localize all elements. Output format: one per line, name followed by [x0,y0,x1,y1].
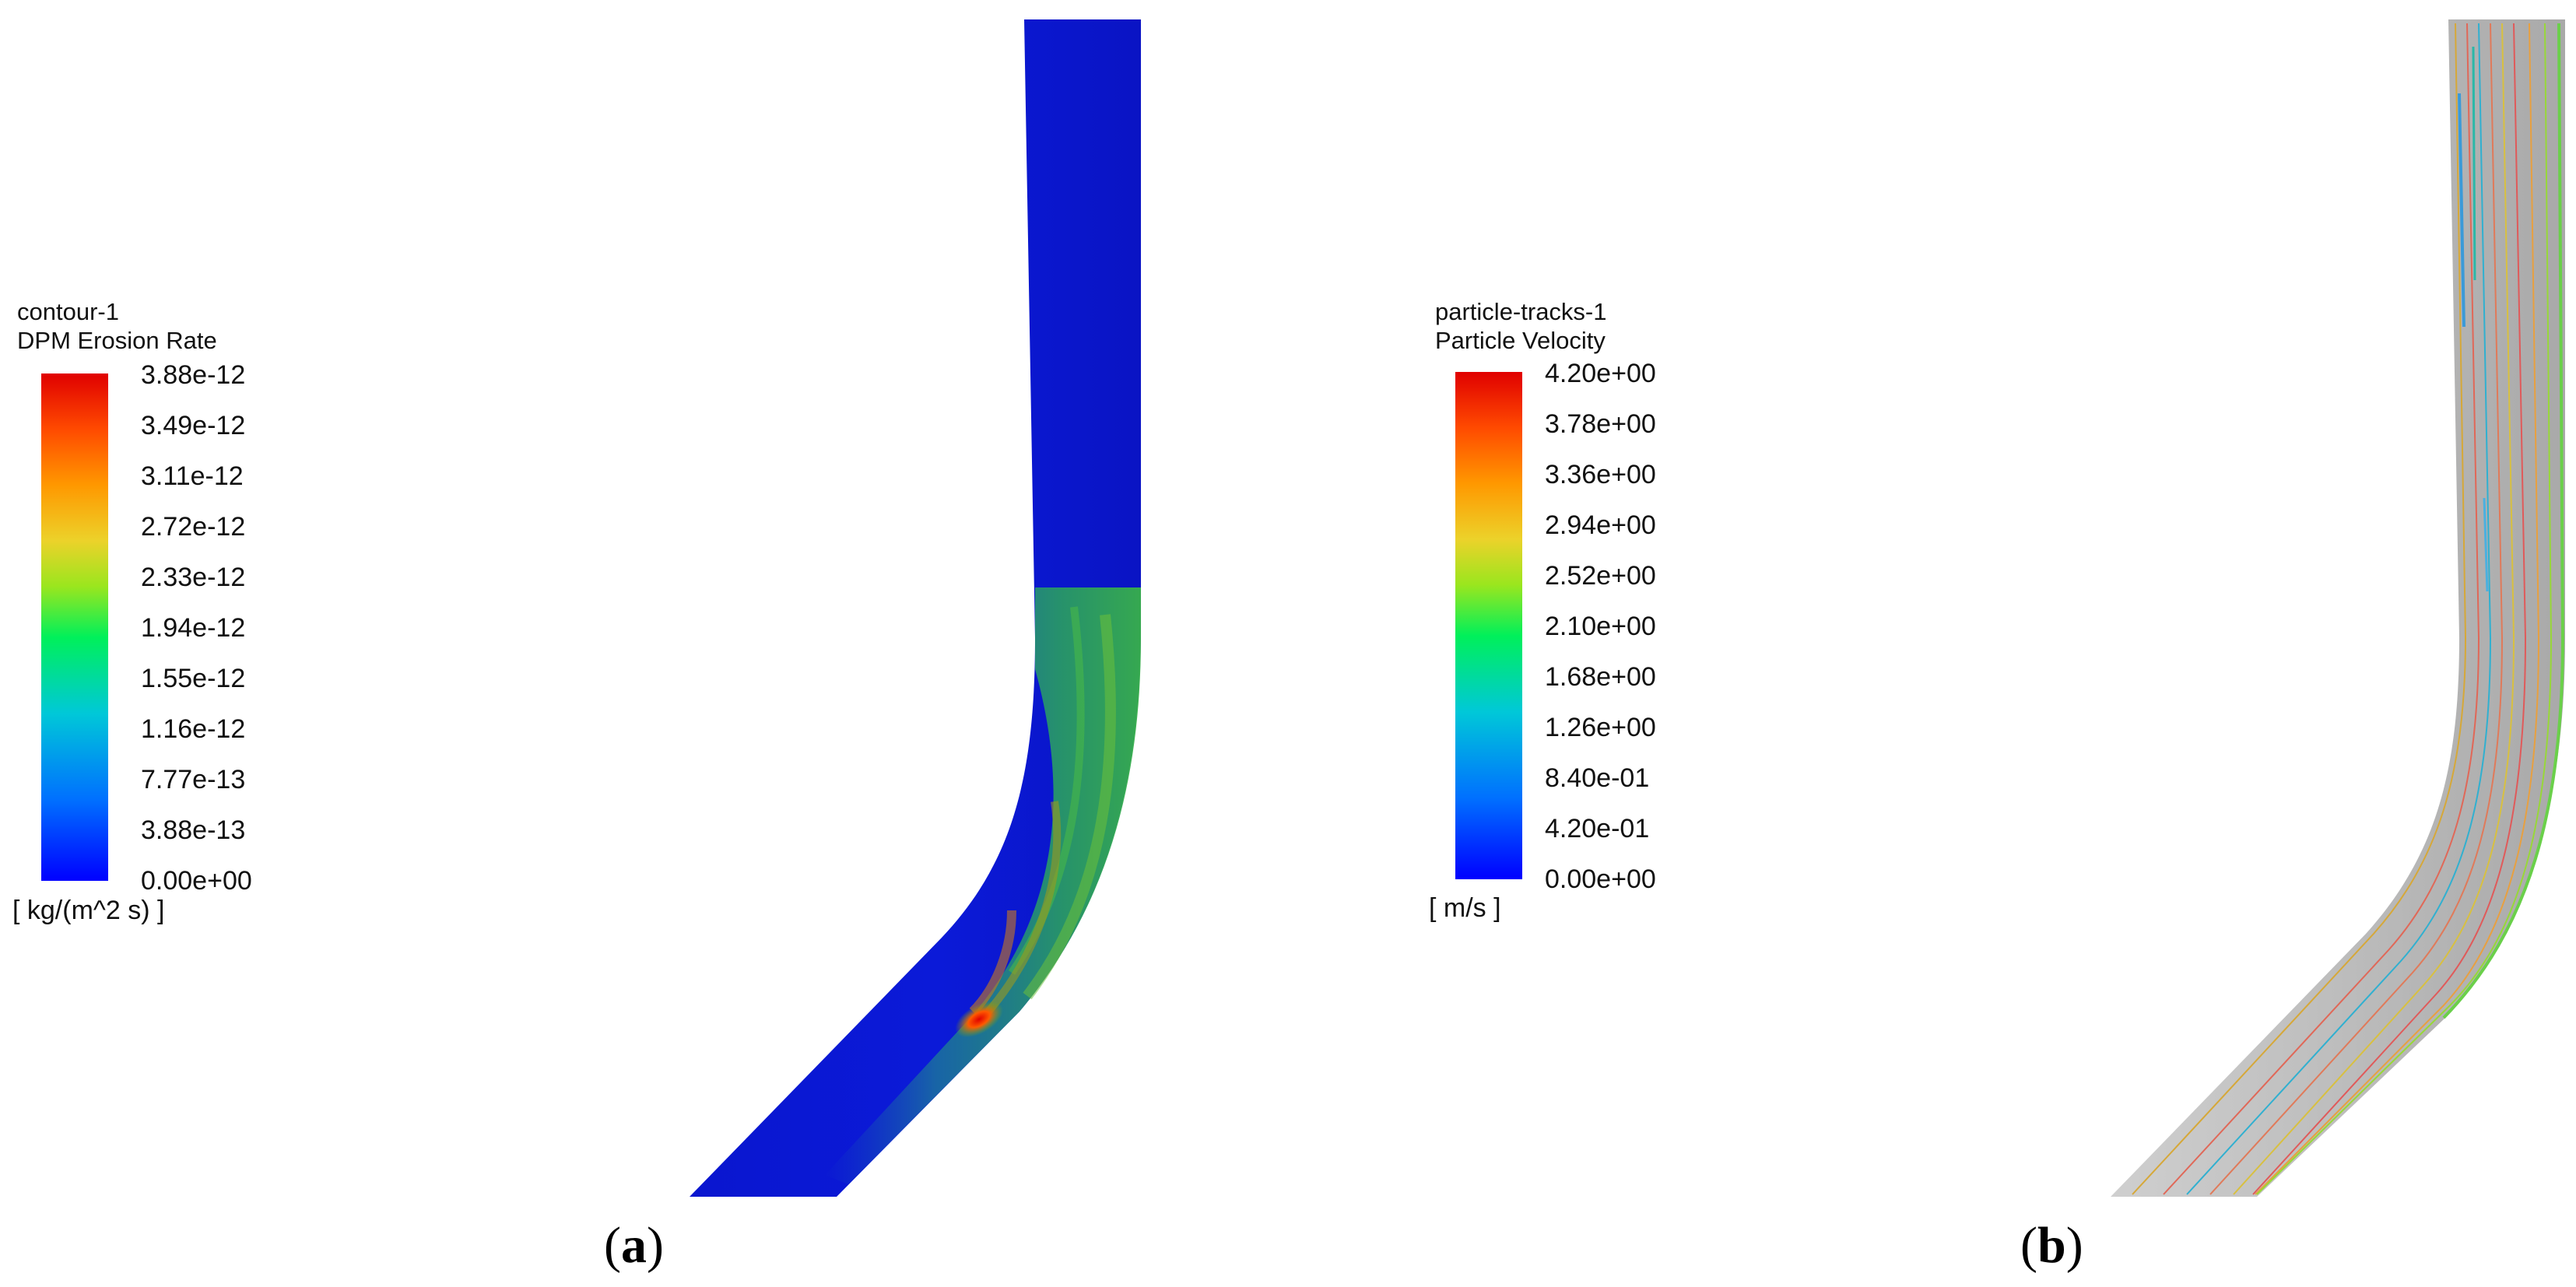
panel-b-label-open: ( [2020,1217,2037,1274]
track-9 [2442,23,2565,1019]
legend-b-tick: 0.00e+00 [1545,864,1656,894]
track-6 [2252,23,2527,1195]
legend-b-name: particle-tracks-1 [1435,298,1607,325]
pipe-b [2111,19,2565,1197]
pipe-a-body [690,19,1141,1197]
panel-b-label-close: ) [2065,1217,2083,1274]
track-12 [2483,497,2489,592]
legend-a-name: contour-1 [17,298,119,325]
legend-b-tick: 4.20e+00 [1545,359,1656,388]
pipe-a [690,19,1141,1197]
legend-b-variable: Particle Velocity [1435,327,1606,354]
legend-a-unit: [ kg/(m^2 s) ] [12,896,165,925]
track-2 [2163,23,2480,1195]
track-3 [2186,23,2492,1195]
legend-a-tick: 1.16e-12 [141,714,246,744]
panel-a-label-open: ( [604,1217,621,1274]
legend-a-tick: 2.33e-12 [141,563,246,592]
legend-a-tick: 3.49e-12 [141,411,246,440]
track-5 [2233,23,2515,1195]
pipe-a-wear-streak-4 [969,910,1016,1015]
legend-a-tick: 3.88e-12 [141,360,246,390]
legend-b-tick: 1.68e+00 [1545,662,1656,692]
panel-a-label: (a) [604,1220,664,1271]
legend-b-tick: 8.40e-01 [1545,763,1650,793]
legend-b-tick: 2.94e+00 [1545,510,1656,540]
legend-b-tick: 2.10e+00 [1545,612,1656,641]
pipe-a-erosion-hotspot [955,1001,1003,1038]
panel-b-label-letter: b [2037,1217,2066,1274]
legend-a-tick: 3.88e-13 [141,815,246,845]
legend-a-colorbar [41,373,108,881]
pipe-b-body [2111,19,2565,1197]
legend-b-tick: 2.52e+00 [1545,561,1656,591]
track-7 [2255,23,2540,1195]
legend-b-colorbar [1455,372,1522,879]
pipe-a-wear-band [825,587,1141,1184]
pipe-a-wear-streak-2 [1023,614,1116,1000]
legend-a-tick: 0.00e+00 [141,866,252,896]
legend-a-tick: 2.72e-12 [141,512,246,542]
panel-b-label: (b) [2020,1220,2083,1271]
legend-b-tick: 4.20e-01 [1545,814,1650,843]
legend-a-tick: 1.55e-12 [141,664,246,693]
legend-a-tick: 1.94e-12 [141,613,246,643]
track-11 [2472,46,2476,281]
legend-b-unit: [ m/s ] [1429,893,1501,923]
panel-a-label-close: ) [646,1217,664,1274]
particle-tracks [2132,23,2565,1195]
legend-a-tick: 3.11e-12 [141,461,244,491]
legend-b-tick: 1.26e+00 [1545,713,1656,742]
legend-b-tick: 3.78e+00 [1545,409,1656,439]
track-10 [2458,93,2465,328]
legend-a-variable: DPM Erosion Rate [17,327,217,354]
legend-a-tick: 7.77e-13 [141,765,246,794]
panel-a-label-letter: a [620,1217,647,1274]
track-8 [2256,23,2553,1195]
track-1 [2132,23,2467,1195]
pipe-a-wear-streak-3 [985,801,1062,1015]
track-4 [2209,23,2504,1195]
legend-b-tick: 3.36e+00 [1545,460,1656,489]
